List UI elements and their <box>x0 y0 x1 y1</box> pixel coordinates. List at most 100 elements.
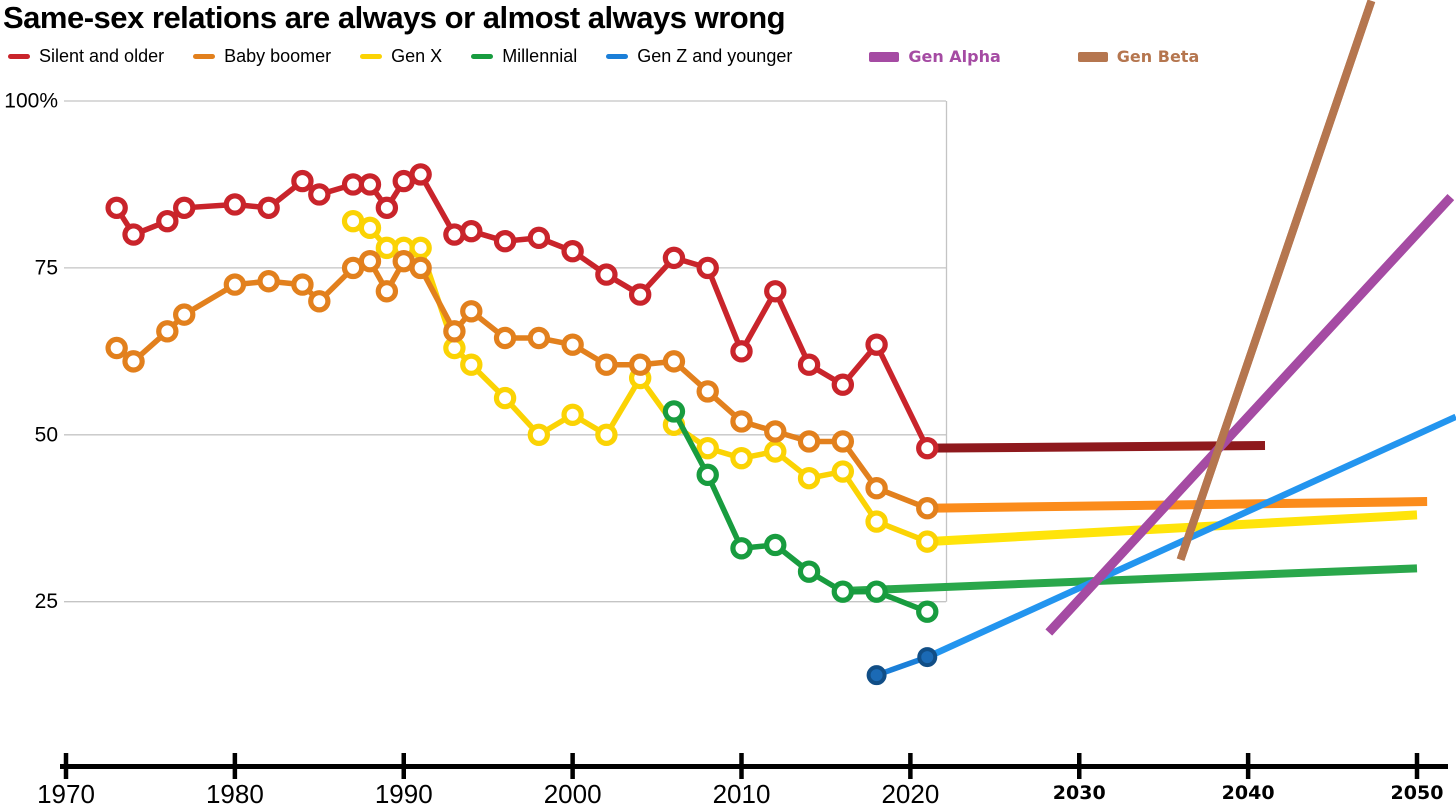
legend-label: Baby boomer <box>224 46 332 66</box>
x-axis-label-2050: 2050 <box>1391 782 1444 804</box>
series-marker-baby-boomer <box>308 290 331 313</box>
projection-line-baby-boomer-projected- <box>927 497 1428 513</box>
x-axis-label-2030: 2030 <box>1053 782 1106 804</box>
series-marker-baby-boomer <box>173 303 196 326</box>
series-marker-baby-boomer <box>730 410 753 433</box>
silent-line-swatch-icon <box>8 54 30 59</box>
series-marker-millennial <box>865 580 888 603</box>
x-axis-label-2000: 2000 <box>544 779 602 809</box>
genx-line-swatch-icon <box>360 54 383 59</box>
series-marker-baby-boomer <box>561 333 584 356</box>
legend-item-silent: Silent and older <box>8 46 164 67</box>
projection-line-millennial-projected- <box>842 564 1418 596</box>
series-marker-millennial <box>916 600 939 623</box>
series-marker-silent-and-older <box>764 280 787 303</box>
legend-item-genz: Gen Z and younger <box>606 46 792 67</box>
series-marker-silent-and-older <box>696 256 719 280</box>
series-marker-gen-x <box>460 353 483 376</box>
series-marker-silent-and-older <box>831 373 855 396</box>
millennial-line-swatch-icon <box>471 54 494 59</box>
series-marker-silent-and-older <box>916 436 939 460</box>
series-marker-silent-and-older <box>291 169 314 193</box>
series-marker-baby-boomer <box>831 430 855 453</box>
series-marker-silent-and-older <box>122 223 145 246</box>
series-marker-baby-boomer <box>257 270 280 293</box>
gen-beta-line-swatch-icon <box>1077 51 1108 62</box>
series-line-silent-and-older <box>114 171 930 450</box>
series-marker-baby-boomer <box>527 326 551 350</box>
series-marker-silent-and-older <box>308 183 331 206</box>
x-axis-label-2040: 2040 <box>1222 782 1275 804</box>
series-marker-baby-boomer <box>764 420 787 443</box>
series-marker-silent-and-older <box>628 283 652 306</box>
series-marker-millennial <box>730 537 753 560</box>
y-axis-label-75: 75 <box>35 256 58 279</box>
series-marker-millennial <box>696 463 719 487</box>
projection-line-gen-beta-top <box>1176 0 1376 561</box>
genz-line-swatch-icon <box>606 54 629 59</box>
series-marker-silent-and-older <box>527 226 551 250</box>
series-marker-silent-and-older <box>730 340 753 363</box>
series-marker-silent-and-older <box>223 193 247 216</box>
series-marker-baby-boomer <box>443 320 466 343</box>
x-axis-label-1990: 1990 <box>375 779 433 809</box>
projection-line-gen-x-projected- <box>927 510 1418 547</box>
series-marker-baby-boomer <box>865 477 888 500</box>
series-marker-gen-x <box>831 460 855 483</box>
series-marker-gen-x <box>527 423 551 446</box>
series-marker-millennial <box>662 400 686 423</box>
legend-item-genx: Gen X <box>360 46 442 67</box>
series-marker-baby-boomer <box>696 380 719 403</box>
legend-label: Gen Z and younger <box>637 46 793 66</box>
series-marker-silent-and-older <box>460 219 483 243</box>
series-marker-baby-boomer <box>797 430 821 453</box>
gen-alpha-line-swatch-icon <box>869 51 900 62</box>
projection-line-silent-and-older-projected- <box>927 440 1266 453</box>
series-marker-gen-x <box>797 466 821 490</box>
projection-line-gen-alpha-top <box>1045 194 1455 636</box>
series-marker-baby-boomer <box>460 300 483 323</box>
series-marker-gen-x <box>358 216 382 240</box>
series-marker-silent-and-older <box>105 196 128 220</box>
legend-label: Gen X <box>391 46 443 66</box>
series-marker-baby-boomer <box>122 350 145 373</box>
series-marker-silent-and-older <box>257 196 280 220</box>
series-marker-baby-boomer <box>375 280 399 303</box>
series-marker-gen-z-and-younger <box>866 665 887 686</box>
series-marker-silent-and-older <box>561 240 584 263</box>
series-marker-gen-x <box>493 386 517 410</box>
x-axis-label-1980: 1980 <box>206 779 264 809</box>
series-line-baby-boomer <box>114 258 929 511</box>
legend-label: Millennial <box>502 46 578 66</box>
series-marker-silent-and-older <box>493 229 517 253</box>
series-marker-gen-x <box>764 440 787 463</box>
boomer-line-swatch-icon <box>193 54 216 59</box>
series-marker-gen-z-and-younger <box>917 647 938 668</box>
legend-item-millennial: Millennial <box>471 46 577 67</box>
series-marker-silent-and-older <box>662 246 686 270</box>
series-marker-baby-boomer <box>916 497 939 520</box>
series-marker-silent-and-older <box>595 263 618 286</box>
legend-label: Gen Alpha <box>908 47 1001 66</box>
x-axis-label-2020: 2020 <box>881 779 939 809</box>
series-marker-gen-x <box>595 423 618 446</box>
series-marker-baby-boomer <box>409 256 432 280</box>
legend: Silent and older Baby boomer Gen X Mille… <box>8 46 1199 67</box>
x-axis-label-1970: 1970 <box>37 779 95 809</box>
series-marker-silent-and-older <box>865 333 888 356</box>
legend-item-gen-alpha: Gen Alpha <box>869 47 1001 66</box>
series-marker-silent-and-older <box>358 173 382 196</box>
series-marker-baby-boomer <box>628 353 652 376</box>
y-axis-label-25: 25 <box>35 590 58 613</box>
series-marker-silent-and-older <box>156 209 179 233</box>
series-marker-baby-boomer <box>223 273 247 296</box>
x-axis-label-2010: 2010 <box>713 779 771 809</box>
series-marker-baby-boomer <box>493 326 517 350</box>
chart-title: Same-sex relations are always or almost … <box>3 0 786 35</box>
series-marker-millennial <box>831 580 855 603</box>
series-marker-baby-boomer <box>105 336 128 360</box>
series-marker-silent-and-older <box>797 353 821 376</box>
legend-item-gen-beta: Gen Beta <box>1077 47 1199 66</box>
series-marker-baby-boomer <box>662 350 686 373</box>
